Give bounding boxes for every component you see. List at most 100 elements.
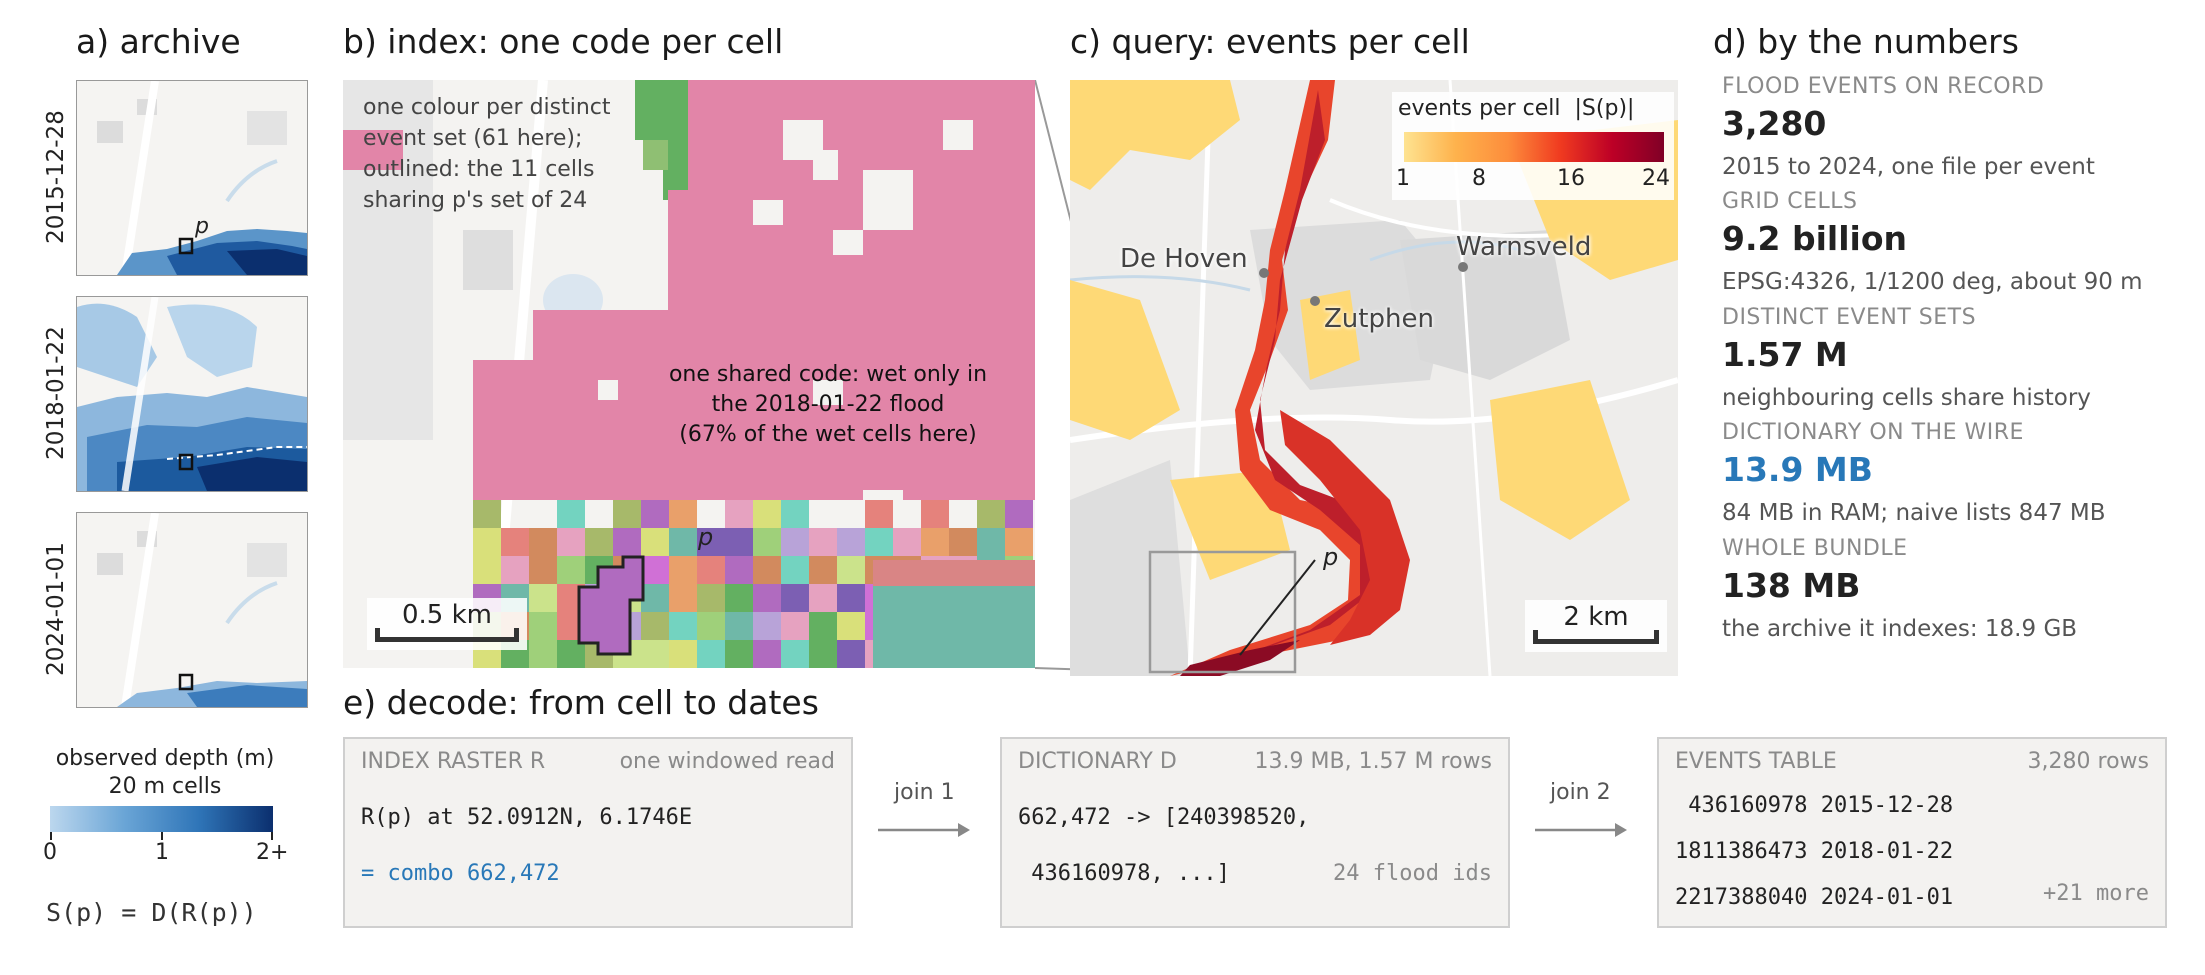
event-set-cell [473,500,501,528]
index-raster-result: = combo 662,472 [361,861,560,886]
stat-value: 1.57 M [1722,335,1848,374]
events-legend: events per cell |S(p)| 1 8 16 24 [1392,92,1674,200]
event-set-cell [809,584,837,612]
index-note-line-2: event set (61 here); [363,126,583,151]
dictionary-subhead: 13.9 MB, 1.57 M rows [1254,749,1492,774]
event-set-cell [641,612,669,640]
events-table-subhead: 3,280 rows [2027,749,2149,774]
event-set-cell [725,528,753,556]
dictionary-box: DICTIONARY D 13.9 MB, 1.57 M rows 662,47… [1000,737,1510,928]
event-set-cell [837,584,865,612]
event-date: 2024-01-01 [1820,885,1954,910]
event-set-cell [501,556,529,584]
index-map: p one colour per distinct event set (61 … [343,80,1035,668]
index-raster-box: INDEX RASTER R one windowed read R(p) at… [343,737,853,928]
event-row: 2217388040 2024-01-01 [1675,885,1953,910]
shared-code-annotation: one shared code: wet only in the 2018-01… [623,360,1033,450]
event-set-cell [809,640,837,668]
event-set-cell [557,640,585,668]
event-set-cell [669,640,697,668]
event-spacer [1807,793,1820,818]
stat-subtext: the archive it indexes: 18.9 GB [1722,616,2078,642]
event-set-cell [837,612,865,640]
event-set-cell [529,640,557,668]
archive-map-2015: p [76,80,308,276]
query-point-p-label: p [1322,543,1338,571]
event-set-cell [501,528,529,556]
event-set-cell [697,528,725,556]
event-set-cell [1005,500,1033,528]
panel-e-title: e) decode: from cell to dates [343,683,819,722]
event-set-cell [669,556,697,584]
event-set-cell [641,640,669,668]
query-map: p events per cell |S(p)| 1 8 16 24 De Ho… [1070,80,1678,676]
index-note-line-1: one colour per distinct [363,95,611,120]
events-legend-title: events per cell |S(p)| [1398,96,1635,121]
archive-map-2024 [76,512,308,708]
event-set-cell [557,500,585,528]
stat-value: 138 MB [1722,566,1861,605]
event-set-cell [529,584,557,612]
event-set-cell [837,556,865,584]
event-set-cell [613,500,641,528]
town-marker-warnsveld [1458,262,1468,272]
event-set-cell [697,556,725,584]
join-1-arrow [878,823,970,837]
join-2-arrow [1535,823,1627,837]
event-set-cell [809,556,837,584]
event-set-cell [893,528,921,556]
events-tick-1: 1 [1396,166,1410,191]
stat-value: 13.9 MB [1722,450,1873,489]
date-label-1: 2015-12-28 [43,110,69,244]
events-colorbar [1404,132,1664,162]
event-set-cell [781,556,809,584]
event-set-cell [865,500,893,528]
point-p-label: p [194,214,209,239]
event-set-cell [641,500,669,528]
date-label-3: 2024-01-01 [43,542,69,676]
event-set-cell [837,640,865,668]
event-set-cell [865,528,893,556]
event-set-cell [781,612,809,640]
event-set-cell [557,556,585,584]
event-set-cell [557,528,585,556]
town-de-hoven: De Hoven [1120,244,1248,274]
event-set-cell [1005,528,1033,556]
event-set-cell [781,500,809,528]
dictionary-id-count: 24 flood ids [1333,861,1492,886]
lookup-formula: S(p) = D(R(p)) [46,898,257,927]
stat-subtext: EPSG:4326, 1/1200 deg, about 90 m [1722,269,2143,295]
stat-caption: FLOOD EVENTS ON RECORD [1722,74,2045,99]
index-raster-subhead: one windowed read [619,749,835,774]
index-note-line-3: outlined: the 11 cells [363,157,595,182]
event-set-cell [921,528,949,556]
stat-subtext: 2015 to 2024, one file per event [1722,154,2095,180]
events-tick-16: 16 [1557,166,1585,191]
events-table-box: EVENTS TABLE 3,280 rows 436160978 2015-1… [1657,737,2167,928]
events-tick-8: 8 [1472,166,1486,191]
event-set-cell [697,584,725,612]
town-warnsveld: Warnsveld [1456,232,1592,262]
event-set-cell [837,528,865,556]
event-set-cell [529,528,557,556]
event-set-block [873,560,1035,586]
event-spacer [1807,839,1820,864]
town-marker-de-hoven [1259,268,1269,278]
event-set-cell [641,528,669,556]
stat-subtext: 84 MB in RAM; naive lists 847 MB [1722,500,2106,526]
stat-caption: DISTINCT EVENT SETS [1722,305,1977,330]
event-id: 2217388040 [1675,885,1808,910]
events-table-head: EVENTS TABLE [1675,749,1837,774]
join-1-label: join 1 [894,780,955,805]
event-set-cell [781,584,809,612]
index-note: one colour per distinct event set (61 he… [363,92,611,216]
event-set-cell [529,556,557,584]
event-set-cell [977,528,1005,556]
event-set-cell [753,528,781,556]
date-label-2: 2018-01-22 [43,326,69,460]
event-set-cell [977,500,1005,528]
depth-legend-title-line-2: 20 m cells [108,774,222,799]
dictionary-head: DICTIONARY D [1018,749,1177,774]
event-set-cell [753,556,781,584]
event-set-cell [725,500,753,528]
